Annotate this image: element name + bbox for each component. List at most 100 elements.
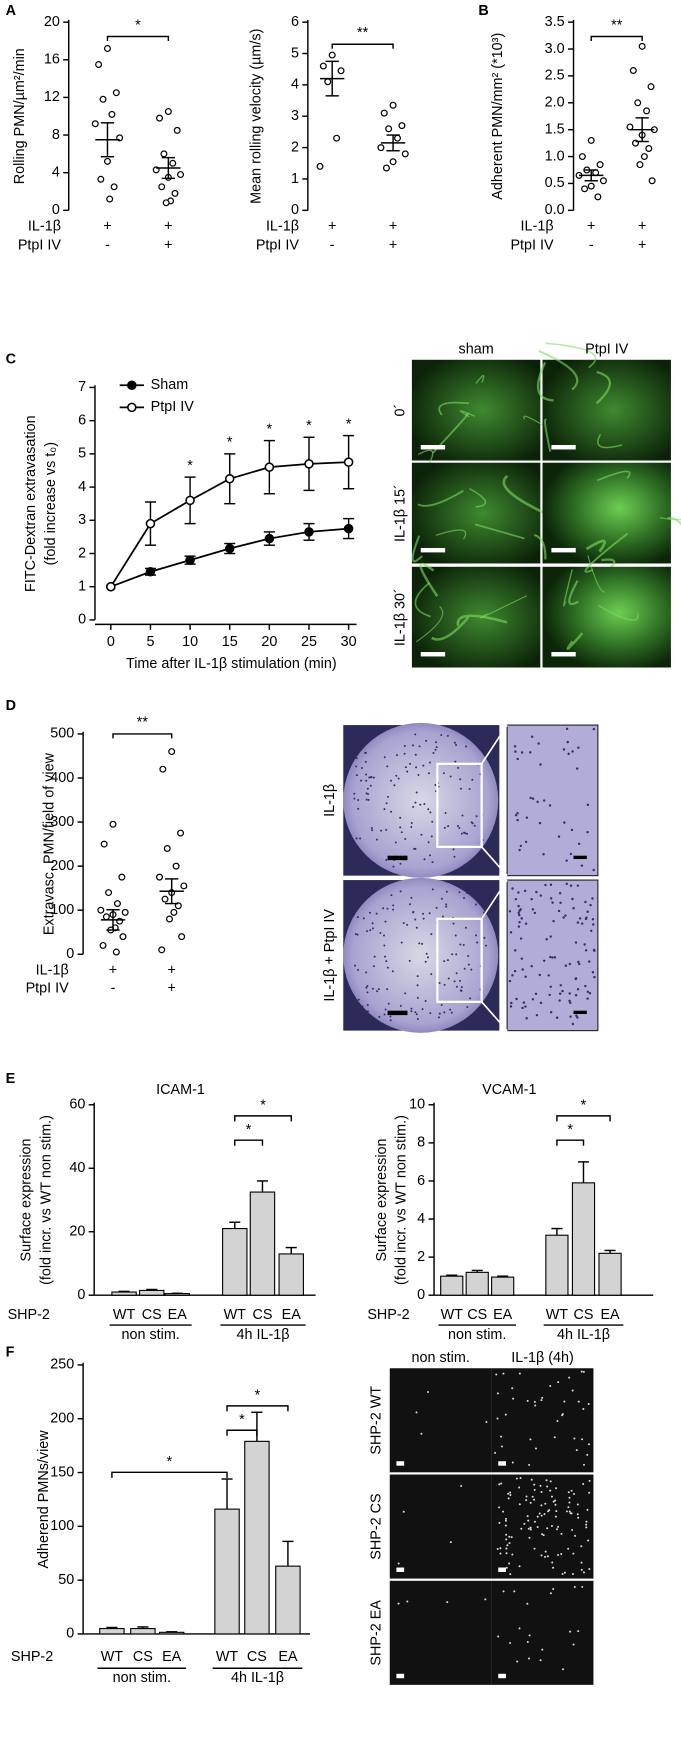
vessel — [469, 487, 487, 508]
cell — [382, 934, 385, 937]
cell — [524, 922, 528, 925]
cell — [552, 1500, 555, 1503]
cell — [432, 751, 435, 754]
cell — [568, 1510, 571, 1513]
x-tick-label: 30 — [341, 634, 357, 650]
y-tick-label: 4 — [291, 77, 299, 93]
micrograph — [533, 462, 681, 577]
cell — [540, 1514, 543, 1517]
data-point — [159, 765, 167, 773]
x-tick-label: WT — [101, 1649, 124, 1665]
data-point — [163, 845, 171, 852]
x-tick-label: EA — [600, 1307, 620, 1323]
cell — [528, 1634, 531, 1637]
cell — [546, 1555, 549, 1558]
cell — [588, 992, 592, 995]
cell — [529, 1438, 532, 1441]
y-tick-label: 0 — [77, 1287, 85, 1303]
cell — [443, 1011, 446, 1014]
significance-bracket — [234, 1115, 292, 1122]
vessel — [417, 489, 464, 507]
image-bg — [411, 359, 541, 461]
cell — [556, 1420, 559, 1423]
cell — [417, 773, 420, 776]
cell — [400, 941, 403, 944]
cell — [375, 838, 378, 841]
vessel — [596, 470, 631, 482]
cell — [529, 751, 532, 754]
cell — [546, 1485, 549, 1488]
cell — [466, 892, 469, 895]
image-bg — [389, 1368, 492, 1473]
y-tick-label: 2.5 — [545, 68, 565, 84]
cell — [368, 776, 371, 779]
cell — [416, 996, 419, 999]
cell — [475, 1015, 478, 1018]
cell — [517, 891, 520, 894]
cell — [586, 910, 589, 913]
cell — [555, 1528, 558, 1531]
cell — [521, 968, 524, 971]
cell — [588, 960, 591, 963]
cell — [482, 898, 485, 901]
scale-bar — [396, 1461, 405, 1466]
cell — [511, 1461, 514, 1464]
cell — [466, 1006, 469, 1009]
cell — [540, 1504, 543, 1507]
cell — [536, 1515, 539, 1518]
data-point — [578, 153, 586, 161]
significance-label: * — [346, 416, 352, 432]
vessel — [415, 606, 444, 643]
micrograph — [536, 342, 671, 461]
cell — [576, 988, 580, 991]
significance-bracket — [226, 1429, 258, 1436]
cell — [446, 1601, 449, 1604]
cell — [592, 727, 596, 731]
cell — [525, 1495, 528, 1498]
cell — [383, 808, 386, 811]
cell — [510, 1001, 513, 1005]
data-point — [587, 136, 595, 144]
cell — [518, 1486, 521, 1489]
cell — [485, 1421, 488, 1424]
cell — [366, 991, 369, 994]
data-point — [105, 889, 113, 897]
error-bar — [386, 134, 400, 152]
cell — [557, 1381, 560, 1384]
cell — [551, 901, 554, 904]
cell — [385, 858, 388, 861]
cell — [505, 1547, 508, 1550]
data-point — [316, 162, 324, 170]
data-point — [97, 175, 105, 183]
cell — [509, 1491, 512, 1494]
micrograph — [389, 1474, 492, 1579]
cell — [540, 1399, 543, 1402]
cell — [366, 1010, 369, 1013]
cell — [473, 824, 476, 827]
data-point — [119, 933, 127, 941]
cell — [549, 883, 553, 886]
cell — [459, 778, 462, 781]
y-tick-label: 4 — [52, 164, 60, 180]
cell — [384, 955, 387, 958]
cell — [589, 903, 592, 907]
cell — [496, 1392, 499, 1395]
cell — [573, 1585, 576, 1588]
cell — [525, 1499, 528, 1502]
cell — [461, 814, 464, 817]
cell — [526, 1399, 529, 1402]
cell — [549, 897, 553, 900]
cell — [511, 1387, 514, 1390]
cell — [582, 1407, 585, 1410]
data-point — [103, 157, 111, 165]
scale-bar — [396, 1673, 405, 1679]
cell — [416, 1018, 419, 1021]
cell — [527, 1527, 530, 1530]
data-point — [172, 862, 180, 870]
y-tick-label: 400 — [50, 770, 74, 786]
zoom-box — [436, 762, 483, 848]
cell — [577, 1400, 580, 1403]
cell — [364, 760, 367, 763]
cell — [445, 903, 448, 906]
cell — [455, 953, 458, 956]
